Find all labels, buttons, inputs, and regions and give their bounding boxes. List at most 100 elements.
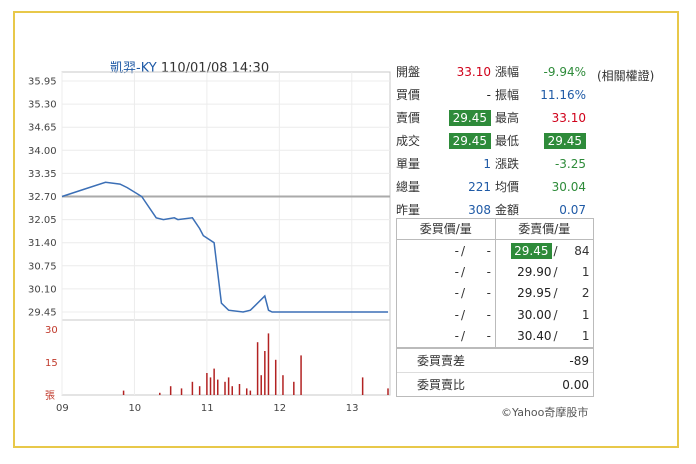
- diff-label: 委買賣比: [417, 378, 466, 392]
- volume-bar: [282, 375, 284, 395]
- bid-cell: - / -: [397, 240, 496, 262]
- card-frame: [13, 11, 679, 448]
- related-warrants-link[interactable]: (相關權證): [597, 69, 655, 83]
- ask-volume: 1: [581, 265, 590, 280]
- source-credit[interactable]: ©Yahoo奇摩股市: [501, 406, 589, 419]
- y-tick-label: 32.05: [28, 215, 57, 226]
- bid-volume: -: [486, 243, 491, 258]
- quote-label: 總量: [396, 180, 421, 194]
- quote-label: 振幅: [495, 88, 520, 102]
- ask-header: 委賣價/量: [518, 222, 571, 236]
- volume-bar: [213, 368, 215, 395]
- quote-value: 11.16%: [540, 87, 586, 102]
- volume-bar: [169, 386, 172, 395]
- quote-row: 賣價 29.45 最高 33.10: [396, 106, 594, 129]
- quote-row: 昨量 308 金額 0.07: [396, 198, 594, 221]
- bid-volume: -: [486, 265, 491, 280]
- volume-bar: [387, 388, 389, 395]
- x-tick-label: 13: [346, 403, 359, 414]
- volume-bar: [274, 359, 277, 395]
- volume-bar: [267, 333, 270, 395]
- ask-price: 29.95: [517, 286, 552, 301]
- quote-value: 1: [483, 156, 491, 171]
- order-diff-panel: 委買賣差 -89 委買賣比 0.00: [396, 348, 594, 397]
- quote-value: -: [486, 87, 491, 102]
- quote-value: 0.07: [559, 202, 586, 217]
- order-book-row: - / -30.40/1: [397, 325, 593, 347]
- volume-bar: [361, 377, 364, 395]
- ask-volume: 84: [574, 243, 590, 258]
- quote-value: 29.45: [434, 132, 495, 149]
- volume-bar: [227, 377, 230, 395]
- ask-volume: 1: [581, 329, 590, 344]
- ask-slash: /: [553, 243, 558, 258]
- volume-bar: [249, 390, 252, 395]
- y-tick-label: 34.65: [28, 123, 57, 134]
- y-tick-label: 34.00: [28, 146, 57, 157]
- order-book-row: - / -29.90/1: [397, 261, 594, 283]
- bid-slash: /: [460, 307, 466, 322]
- ask-slash: /: [553, 329, 558, 344]
- bid-price: -: [454, 329, 459, 344]
- bid-cell: - / -: [397, 304, 496, 326]
- quote-label: 最高: [495, 111, 520, 125]
- quote-value: 308: [468, 202, 491, 217]
- volume-bar: [217, 379, 219, 395]
- volume-bar: [264, 351, 266, 395]
- volume-bar: [191, 381, 194, 395]
- quote-value-highlight: 29.45: [448, 132, 491, 149]
- bid-header: 委買價/量: [397, 219, 496, 239]
- y-tick-label: 32.70: [28, 192, 57, 203]
- quote-value: 33.10: [456, 64, 491, 79]
- volume-bar: [260, 375, 262, 395]
- volume-bar: [300, 355, 302, 395]
- volume-bar: [122, 390, 125, 395]
- quote-value: 33.10: [551, 110, 586, 125]
- quote-label: 漲幅: [495, 65, 520, 79]
- order-book: 委買價/量 委賣價/量 - / -29.45/84- / -29.90/1- / -29.9…: [396, 218, 594, 348]
- ask-slash: /: [553, 265, 558, 280]
- quote-label: 均價: [495, 180, 520, 194]
- bid-price: -: [454, 243, 459, 258]
- volume-tick-label: 張: [45, 390, 55, 402]
- volume-bar: [238, 384, 241, 395]
- volume-bar: [224, 381, 226, 395]
- volume-bar: [159, 392, 161, 395]
- quote-value-highlight: 29.45: [448, 109, 491, 126]
- ask-slash: /: [553, 307, 558, 322]
- y-tick-label: 29.45: [28, 308, 57, 319]
- ask-cell: 29.90/ 1: [496, 261, 594, 282]
- volume-bar: [245, 388, 248, 395]
- bid-cell: - / -: [397, 282, 496, 305]
- quote-row: 總量 221 均價 30.04: [396, 175, 594, 198]
- ask-cell: 29.45/ 84: [496, 240, 594, 261]
- ask-price-highlight: 29.45: [511, 242, 552, 259]
- volume-bar: [198, 386, 201, 395]
- quote-label: 單量: [396, 157, 421, 171]
- quote-label: 金額: [495, 203, 520, 217]
- ask-slash: /: [553, 286, 558, 301]
- quote-row: 單量 1 漲跌 -3.25: [396, 152, 594, 175]
- quote-label: 最低: [495, 134, 520, 148]
- plot-border: [61, 71, 391, 396]
- quote-value: 30.04: [551, 179, 586, 194]
- quote-row: 開盤 33.10 漲幅 -9.94%: [396, 60, 594, 83]
- x-tick-label: 12: [273, 403, 286, 414]
- ask-price: 29.45: [496, 242, 552, 259]
- quote-value: 29.45: [434, 109, 495, 126]
- quote-value-highlight: 29.45: [543, 132, 586, 149]
- bid-volume: -: [486, 307, 491, 322]
- quote-panel: 開盤 33.10 漲幅 -9.94% 買價 - 振幅 11.16% 賣價 29.45 最高 33.10…: [396, 60, 594, 221]
- bid-price: -: [454, 286, 459, 301]
- order-book-row: - / -30.00/1: [397, 304, 593, 326]
- bid-price: -: [454, 265, 459, 280]
- order-book-header: 委買價/量 委賣價/量: [397, 219, 593, 240]
- y-tick-label: 30.10: [28, 284, 57, 295]
- x-tick-label: 11: [201, 403, 214, 414]
- volume-bar: [231, 386, 233, 395]
- price-line: [61, 181, 388, 313]
- bid-slash: /: [460, 286, 466, 301]
- y-tick-label: 33.35: [28, 169, 57, 180]
- bid-volume: -: [486, 286, 491, 301]
- quote-label: 漲跌: [495, 157, 520, 171]
